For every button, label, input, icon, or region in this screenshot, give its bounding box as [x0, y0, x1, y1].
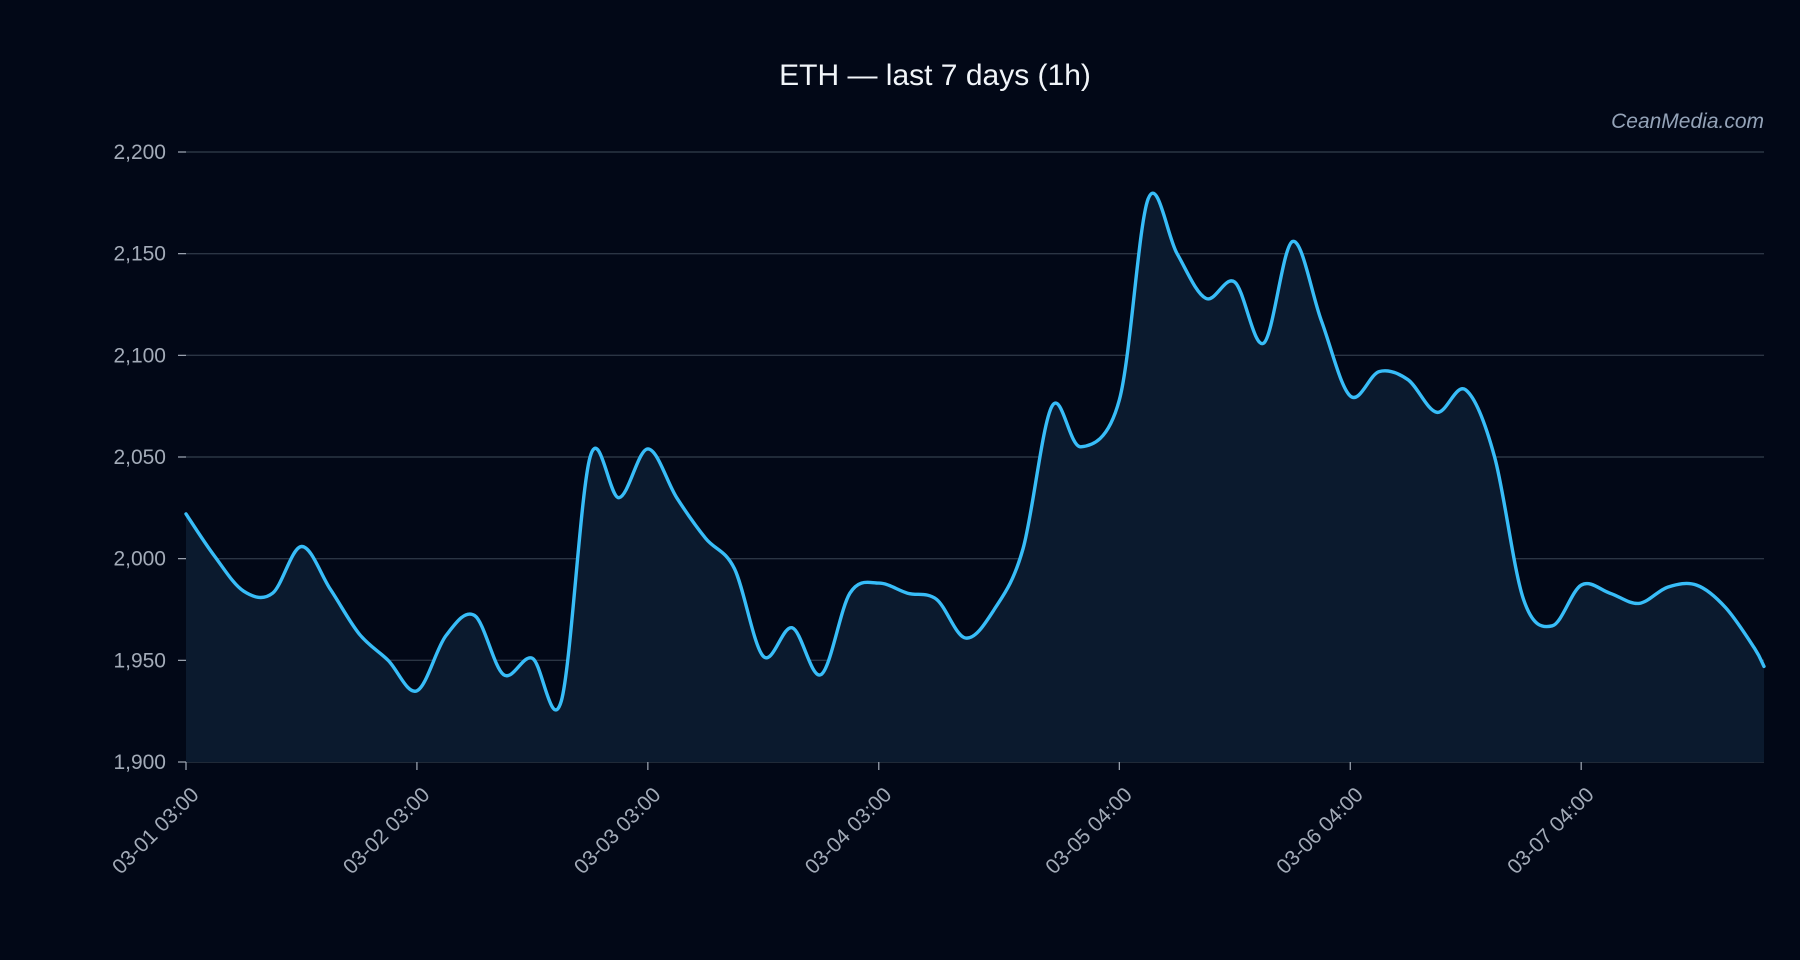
- data-point: [355, 630, 363, 638]
- data-point: [875, 579, 883, 587]
- data-point: [1289, 238, 1297, 246]
- data-point: [1722, 604, 1730, 612]
- data-point: [298, 543, 306, 551]
- x-tick-label: 03-03 03:00: [570, 783, 666, 879]
- data-point: [846, 589, 854, 597]
- data-point: [211, 553, 219, 561]
- x-tick-label: 03-07 04:00: [1503, 783, 1599, 879]
- x-axis-ticks: 03-01 03:00 03-02 03:00 03-03 03:00 03-04 0…: [108, 762, 1599, 879]
- data-point: [788, 624, 796, 632]
- data-point: [702, 534, 710, 542]
- data-point: [269, 589, 277, 597]
- y-tick-label: 1,900: [113, 751, 166, 774]
- data-point: [1606, 589, 1614, 597]
- data-point: [1577, 581, 1585, 589]
- data-point: [1019, 545, 1027, 553]
- data-point: [817, 671, 825, 679]
- series-line: [184, 191, 1766, 712]
- y-tick-label: 1,950: [113, 649, 166, 672]
- data-point: [1664, 583, 1672, 591]
- data-point: [1462, 386, 1470, 394]
- data-point: [1173, 250, 1181, 258]
- data-point: [1693, 581, 1701, 589]
- data-point: [1750, 644, 1758, 652]
- data-point: [1760, 662, 1768, 670]
- data-point: [1317, 317, 1325, 325]
- y-tick-label: 2,200: [113, 141, 166, 164]
- data-point: [1115, 396, 1123, 404]
- data-point: [1077, 443, 1085, 451]
- data-point: [1548, 622, 1556, 630]
- data-point: [1520, 595, 1528, 603]
- series-area: [186, 193, 1764, 763]
- data-point: [500, 671, 508, 679]
- data-point: [990, 606, 998, 614]
- x-tick-label: 03-05 04:00: [1041, 783, 1137, 879]
- data-point: [961, 634, 969, 642]
- x-tick-label: 03-04 03:00: [801, 783, 897, 879]
- watermark-text: CeanMedia.com: [1611, 110, 1764, 133]
- y-tick-label: 2,000: [113, 548, 166, 571]
- data-point: [1202, 294, 1210, 302]
- data-point: [586, 453, 594, 461]
- data-point: [1048, 402, 1056, 410]
- data-point: [673, 494, 681, 502]
- data-point: [1375, 368, 1383, 376]
- y-tick-label: 2,050: [113, 446, 166, 469]
- data-point: [442, 632, 450, 640]
- x-tick-label: 03-02 03:00: [339, 783, 435, 879]
- x-tick-label: 03-06 04:00: [1272, 783, 1368, 879]
- data-point: [1144, 195, 1152, 203]
- data-point: [557, 697, 565, 705]
- data-point: [413, 687, 421, 695]
- data-point: [1346, 392, 1354, 400]
- data-point: [384, 656, 392, 664]
- data-point: [904, 589, 912, 597]
- data-point: [1433, 408, 1441, 416]
- data-point: [240, 587, 248, 595]
- y-tick-label: 2,150: [113, 243, 166, 266]
- y-tick-label: 2,100: [113, 344, 166, 367]
- data-point: [1260, 339, 1268, 347]
- data-point: [1404, 376, 1412, 384]
- chart-title: ETH — last 7 days (1h): [779, 59, 1091, 92]
- data-point: [528, 654, 536, 662]
- y-axis-ticks: 1,900 1,950 2,000 2,050 2,100 2,150 2,200: [113, 141, 186, 774]
- data-point: [326, 585, 334, 593]
- data-point: [759, 652, 767, 660]
- data-point: [731, 565, 739, 573]
- data-point: [1635, 599, 1643, 607]
- data-point: [471, 612, 479, 620]
- data-point: [933, 595, 941, 603]
- data-point: [1231, 278, 1239, 286]
- data-point: [615, 494, 623, 502]
- data-point: [644, 445, 652, 453]
- data-point: [1491, 453, 1499, 461]
- series-layer: [182, 191, 1768, 763]
- data-point: [182, 510, 190, 518]
- x-tick-label: 03-01 03:00: [108, 783, 204, 879]
